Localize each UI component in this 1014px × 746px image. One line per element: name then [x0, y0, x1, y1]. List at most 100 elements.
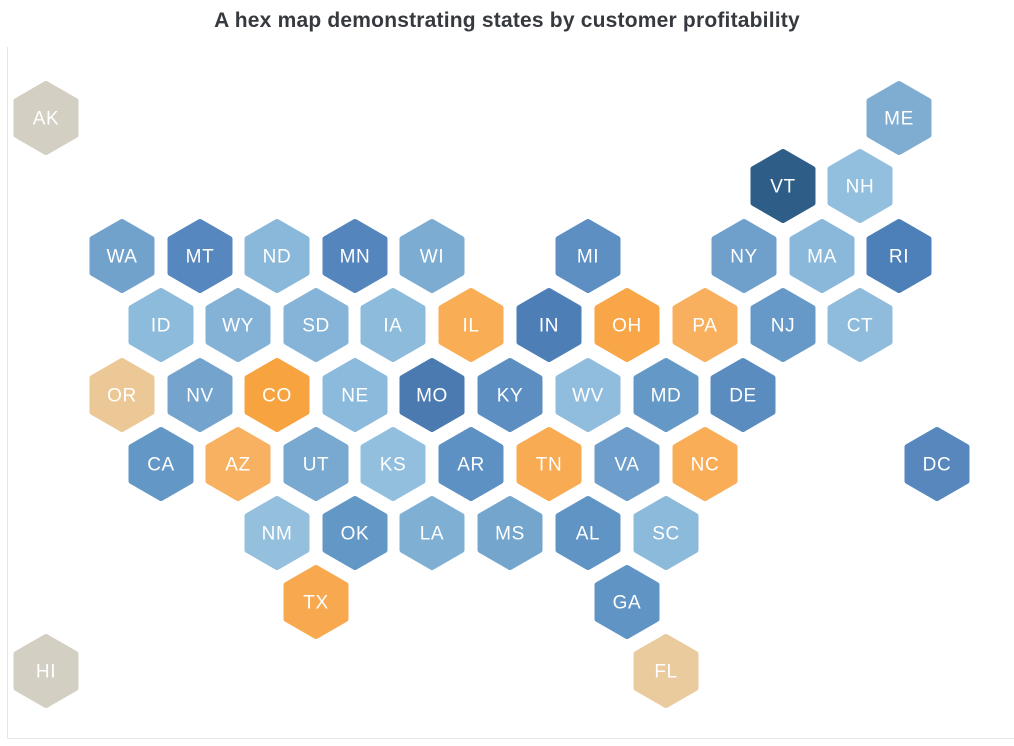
hex-WI[interactable]: WI	[399, 219, 465, 293]
hex-shape[interactable]	[477, 358, 543, 432]
hex-shape[interactable]	[633, 496, 699, 570]
hex-shape[interactable]	[167, 358, 233, 432]
hex-MS[interactable]: MS	[477, 496, 543, 570]
hex-AK[interactable]: AK	[13, 81, 79, 155]
hex-shape[interactable]	[477, 496, 543, 570]
hex-MO[interactable]: MO	[399, 358, 465, 432]
hex-DC[interactable]: DC	[904, 427, 970, 501]
hex-shape[interactable]	[89, 219, 155, 293]
hex-KS[interactable]: KS	[360, 427, 426, 501]
hex-shape[interactable]	[827, 288, 893, 362]
hex-NC[interactable]: NC	[672, 427, 738, 501]
hex-NY[interactable]: NY	[711, 219, 777, 293]
hex-ND[interactable]: ND	[244, 219, 310, 293]
hex-shape[interactable]	[283, 427, 349, 501]
hex-shape[interactable]	[205, 427, 271, 501]
hex-shape[interactable]	[322, 358, 388, 432]
hex-shape[interactable]	[399, 496, 465, 570]
hex-IL[interactable]: IL	[438, 288, 504, 362]
hex-shape[interactable]	[789, 219, 855, 293]
hex-shape[interactable]	[128, 288, 194, 362]
hex-MD[interactable]: MD	[633, 358, 699, 432]
hex-TN[interactable]: TN	[516, 427, 582, 501]
hex-shape[interactable]	[283, 565, 349, 639]
hex-shape[interactable]	[360, 288, 426, 362]
hex-UT[interactable]: UT	[283, 427, 349, 501]
hex-AL[interactable]: AL	[555, 496, 621, 570]
hex-shape[interactable]	[322, 496, 388, 570]
hex-shape[interactable]	[360, 427, 426, 501]
hex-SD[interactable]: SD	[283, 288, 349, 362]
hex-shape[interactable]	[399, 219, 465, 293]
hex-ID[interactable]: ID	[128, 288, 194, 362]
hex-shape[interactable]	[89, 358, 155, 432]
hex-OH[interactable]: OH	[594, 288, 660, 362]
hex-NM[interactable]: NM	[244, 496, 310, 570]
hex-shape[interactable]	[516, 427, 582, 501]
hex-shape[interactable]	[555, 496, 621, 570]
hex-MT[interactable]: MT	[167, 219, 233, 293]
hex-ME[interactable]: ME	[866, 81, 932, 155]
hex-shape[interactable]	[633, 358, 699, 432]
hex-VT[interactable]: VT	[750, 149, 816, 223]
hex-NH[interactable]: NH	[827, 149, 893, 223]
hex-shape[interactable]	[438, 288, 504, 362]
hex-RI[interactable]: RI	[866, 219, 932, 293]
hex-shape[interactable]	[322, 219, 388, 293]
hex-FL[interactable]: FL	[633, 634, 699, 708]
hex-NV[interactable]: NV	[167, 358, 233, 432]
hex-shape[interactable]	[672, 288, 738, 362]
hex-shape[interactable]	[710, 358, 776, 432]
hex-shape[interactable]	[167, 219, 233, 293]
hex-shape[interactable]	[594, 288, 660, 362]
hex-shape[interactable]	[283, 288, 349, 362]
hex-CA[interactable]: CA	[128, 427, 194, 501]
hex-shape[interactable]	[128, 427, 194, 501]
hex-OR[interactable]: OR	[89, 358, 155, 432]
hex-shape[interactable]	[711, 219, 777, 293]
hex-shape[interactable]	[13, 81, 79, 155]
hex-LA[interactable]: LA	[399, 496, 465, 570]
hex-WV[interactable]: WV	[555, 358, 621, 432]
hex-IN[interactable]: IN	[516, 288, 582, 362]
hex-MA[interactable]: MA	[789, 219, 855, 293]
hex-IA[interactable]: IA	[360, 288, 426, 362]
hex-MN[interactable]: MN	[322, 219, 388, 293]
hex-shape[interactable]	[750, 288, 816, 362]
hex-shape[interactable]	[399, 358, 465, 432]
hex-AR[interactable]: AR	[438, 427, 504, 501]
hex-CT[interactable]: CT	[827, 288, 893, 362]
hex-shape[interactable]	[750, 149, 816, 223]
hex-shape[interactable]	[555, 219, 621, 293]
hex-shape[interactable]	[205, 288, 271, 362]
hex-shape[interactable]	[866, 81, 932, 155]
hex-NE[interactable]: NE	[322, 358, 388, 432]
hex-shape[interactable]	[827, 149, 893, 223]
hex-KY[interactable]: KY	[477, 358, 543, 432]
hex-DE[interactable]: DE	[710, 358, 776, 432]
hex-shape[interactable]	[633, 634, 699, 708]
hex-shape[interactable]	[244, 219, 310, 293]
hex-MI[interactable]: MI	[555, 219, 621, 293]
hex-OK[interactable]: OK	[322, 496, 388, 570]
hex-shape[interactable]	[672, 427, 738, 501]
hex-NJ[interactable]: NJ	[750, 288, 816, 362]
hex-shape[interactable]	[516, 288, 582, 362]
hex-PA[interactable]: PA	[672, 288, 738, 362]
hex-shape[interactable]	[594, 427, 660, 501]
hex-shape[interactable]	[438, 427, 504, 501]
hex-AZ[interactable]: AZ	[205, 427, 271, 501]
hex-shape[interactable]	[594, 565, 660, 639]
hex-VA[interactable]: VA	[594, 427, 660, 501]
hex-TX[interactable]: TX	[283, 565, 349, 639]
hex-GA[interactable]: GA	[594, 565, 660, 639]
hex-shape[interactable]	[244, 358, 310, 432]
hex-shape[interactable]	[904, 427, 970, 501]
hex-shape[interactable]	[13, 634, 79, 708]
hex-WA[interactable]: WA	[89, 219, 155, 293]
hex-CO[interactable]: CO	[244, 358, 310, 432]
hex-WY[interactable]: WY	[205, 288, 271, 362]
hex-shape[interactable]	[555, 358, 621, 432]
hex-shape[interactable]	[866, 219, 932, 293]
hex-SC[interactable]: SC	[633, 496, 699, 570]
